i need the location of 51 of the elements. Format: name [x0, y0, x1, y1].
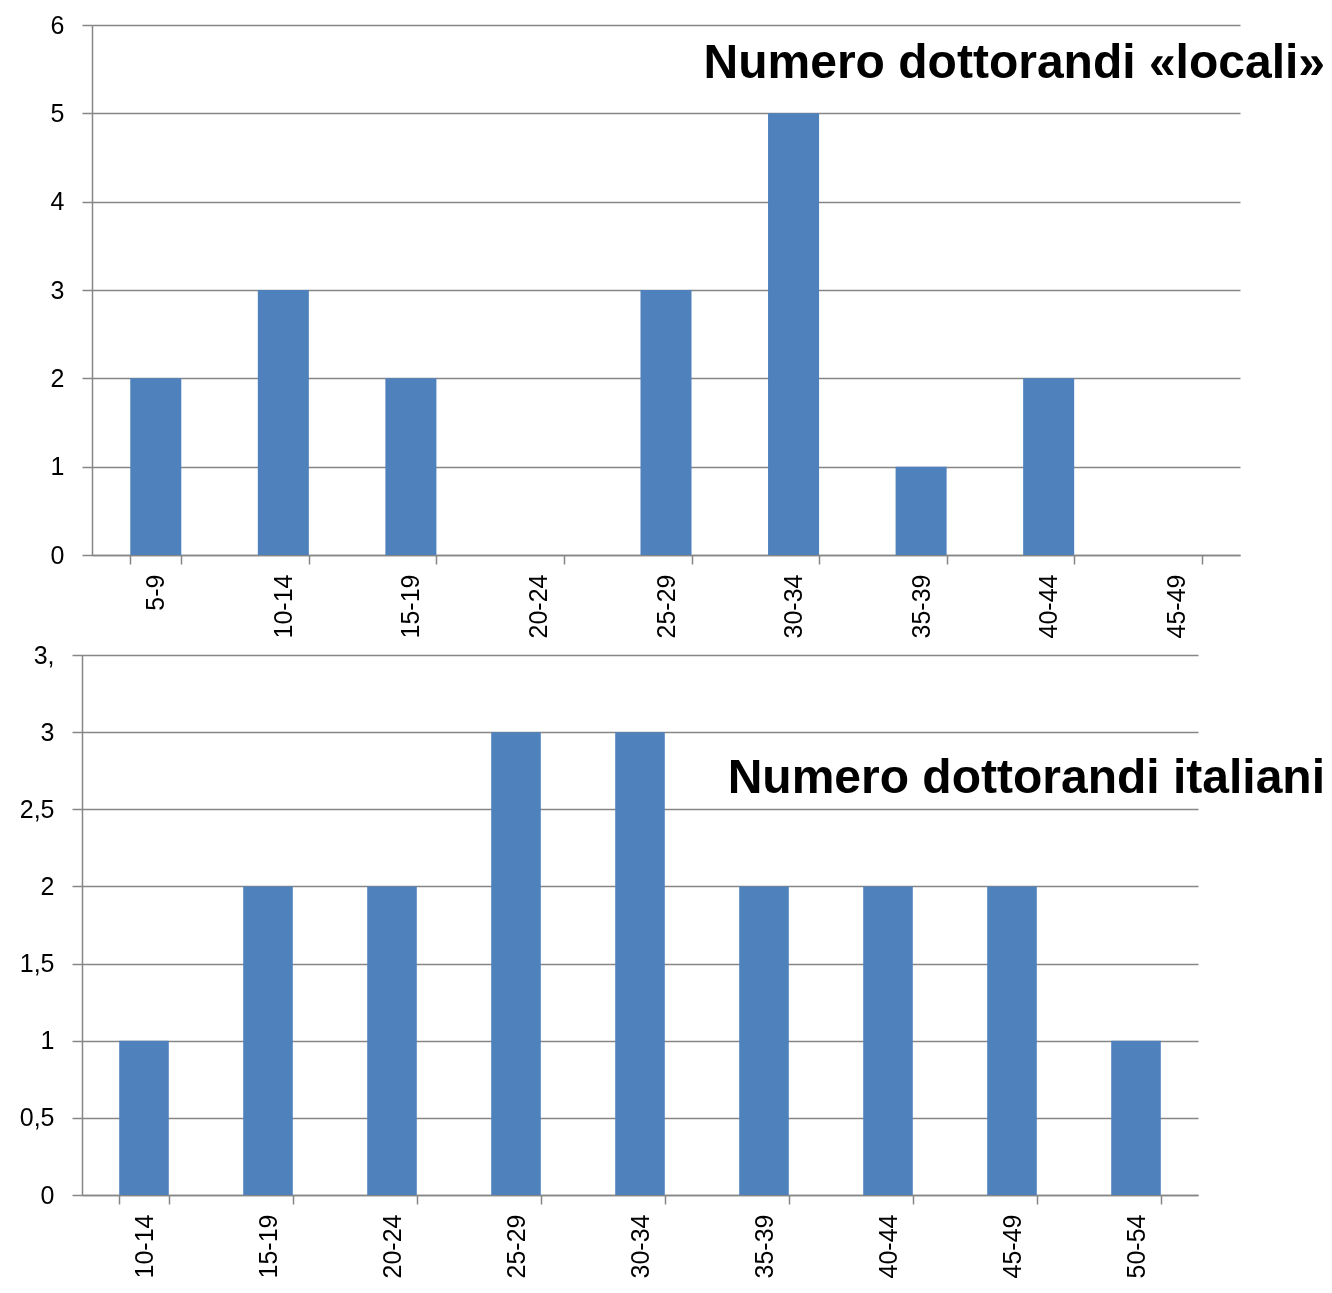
x-tick-label: 20-24 [377, 1214, 406, 1279]
x-tick-label: 30-34 [779, 574, 808, 639]
bar [895, 466, 947, 555]
y-tick-label: 4 [50, 187, 65, 216]
y-tick-label: 0,5 [19, 1103, 55, 1132]
x-tick-label: 30-34 [625, 1214, 654, 1279]
bar [243, 886, 293, 1195]
bar [130, 378, 182, 555]
bar [768, 113, 820, 555]
chart-title: Numero dottorandi «locali» [703, 35, 1325, 88]
x-tick-label: 15-19 [253, 1214, 282, 1279]
bar [367, 886, 417, 1195]
bar [1111, 1040, 1161, 1195]
y-tick-label: 2 [40, 871, 55, 900]
bar [987, 886, 1037, 1195]
x-tick-label: 25-29 [501, 1214, 530, 1279]
y-tick-label: 1 [40, 1026, 55, 1055]
y-tick-label: 0 [50, 540, 65, 569]
y-tick-label: 1,5 [19, 949, 55, 978]
y-tick-label: 6 [50, 10, 65, 39]
x-tick-label: 45-49 [1161, 574, 1190, 639]
text: Numero dottorandi italiani [727, 750, 1325, 803]
y-tick-label: 3, [33, 640, 55, 669]
bar [119, 1040, 169, 1195]
x-tick-label: 10-14 [268, 574, 297, 639]
bar [739, 886, 789, 1195]
x-tick-label: 10-14 [129, 1214, 158, 1279]
y-tick-label: 2,5 [19, 794, 55, 823]
x-tick-label: 15-19 [396, 574, 425, 639]
bar [863, 886, 913, 1195]
y-tick-label: 3 [40, 717, 55, 746]
y-tick-label: 2 [50, 363, 65, 392]
x-tick-label: 35-39 [749, 1214, 778, 1279]
y-tick-label: 1 [50, 452, 65, 481]
x-tick-label: 25-29 [651, 574, 680, 639]
bar [1023, 378, 1075, 555]
bar [257, 290, 309, 555]
x-tick-label: 45-49 [997, 1214, 1026, 1279]
x-tick-label: 40-44 [1034, 574, 1063, 639]
bar [385, 378, 437, 555]
bar [640, 290, 692, 555]
x-tick-label: 35-39 [906, 574, 935, 639]
x-tick-label: 40-44 [873, 1214, 902, 1279]
y-tick-label: 0 [40, 1180, 55, 1209]
y-tick-label: 5 [50, 98, 65, 127]
x-tick-label: 5-9 [141, 574, 170, 611]
bar [491, 732, 541, 1195]
x-tick-label: 20-24 [523, 574, 552, 639]
bar [615, 732, 665, 1195]
x-tick-label: 50-54 [1121, 1214, 1150, 1279]
y-tick-label: 3 [50, 275, 65, 304]
